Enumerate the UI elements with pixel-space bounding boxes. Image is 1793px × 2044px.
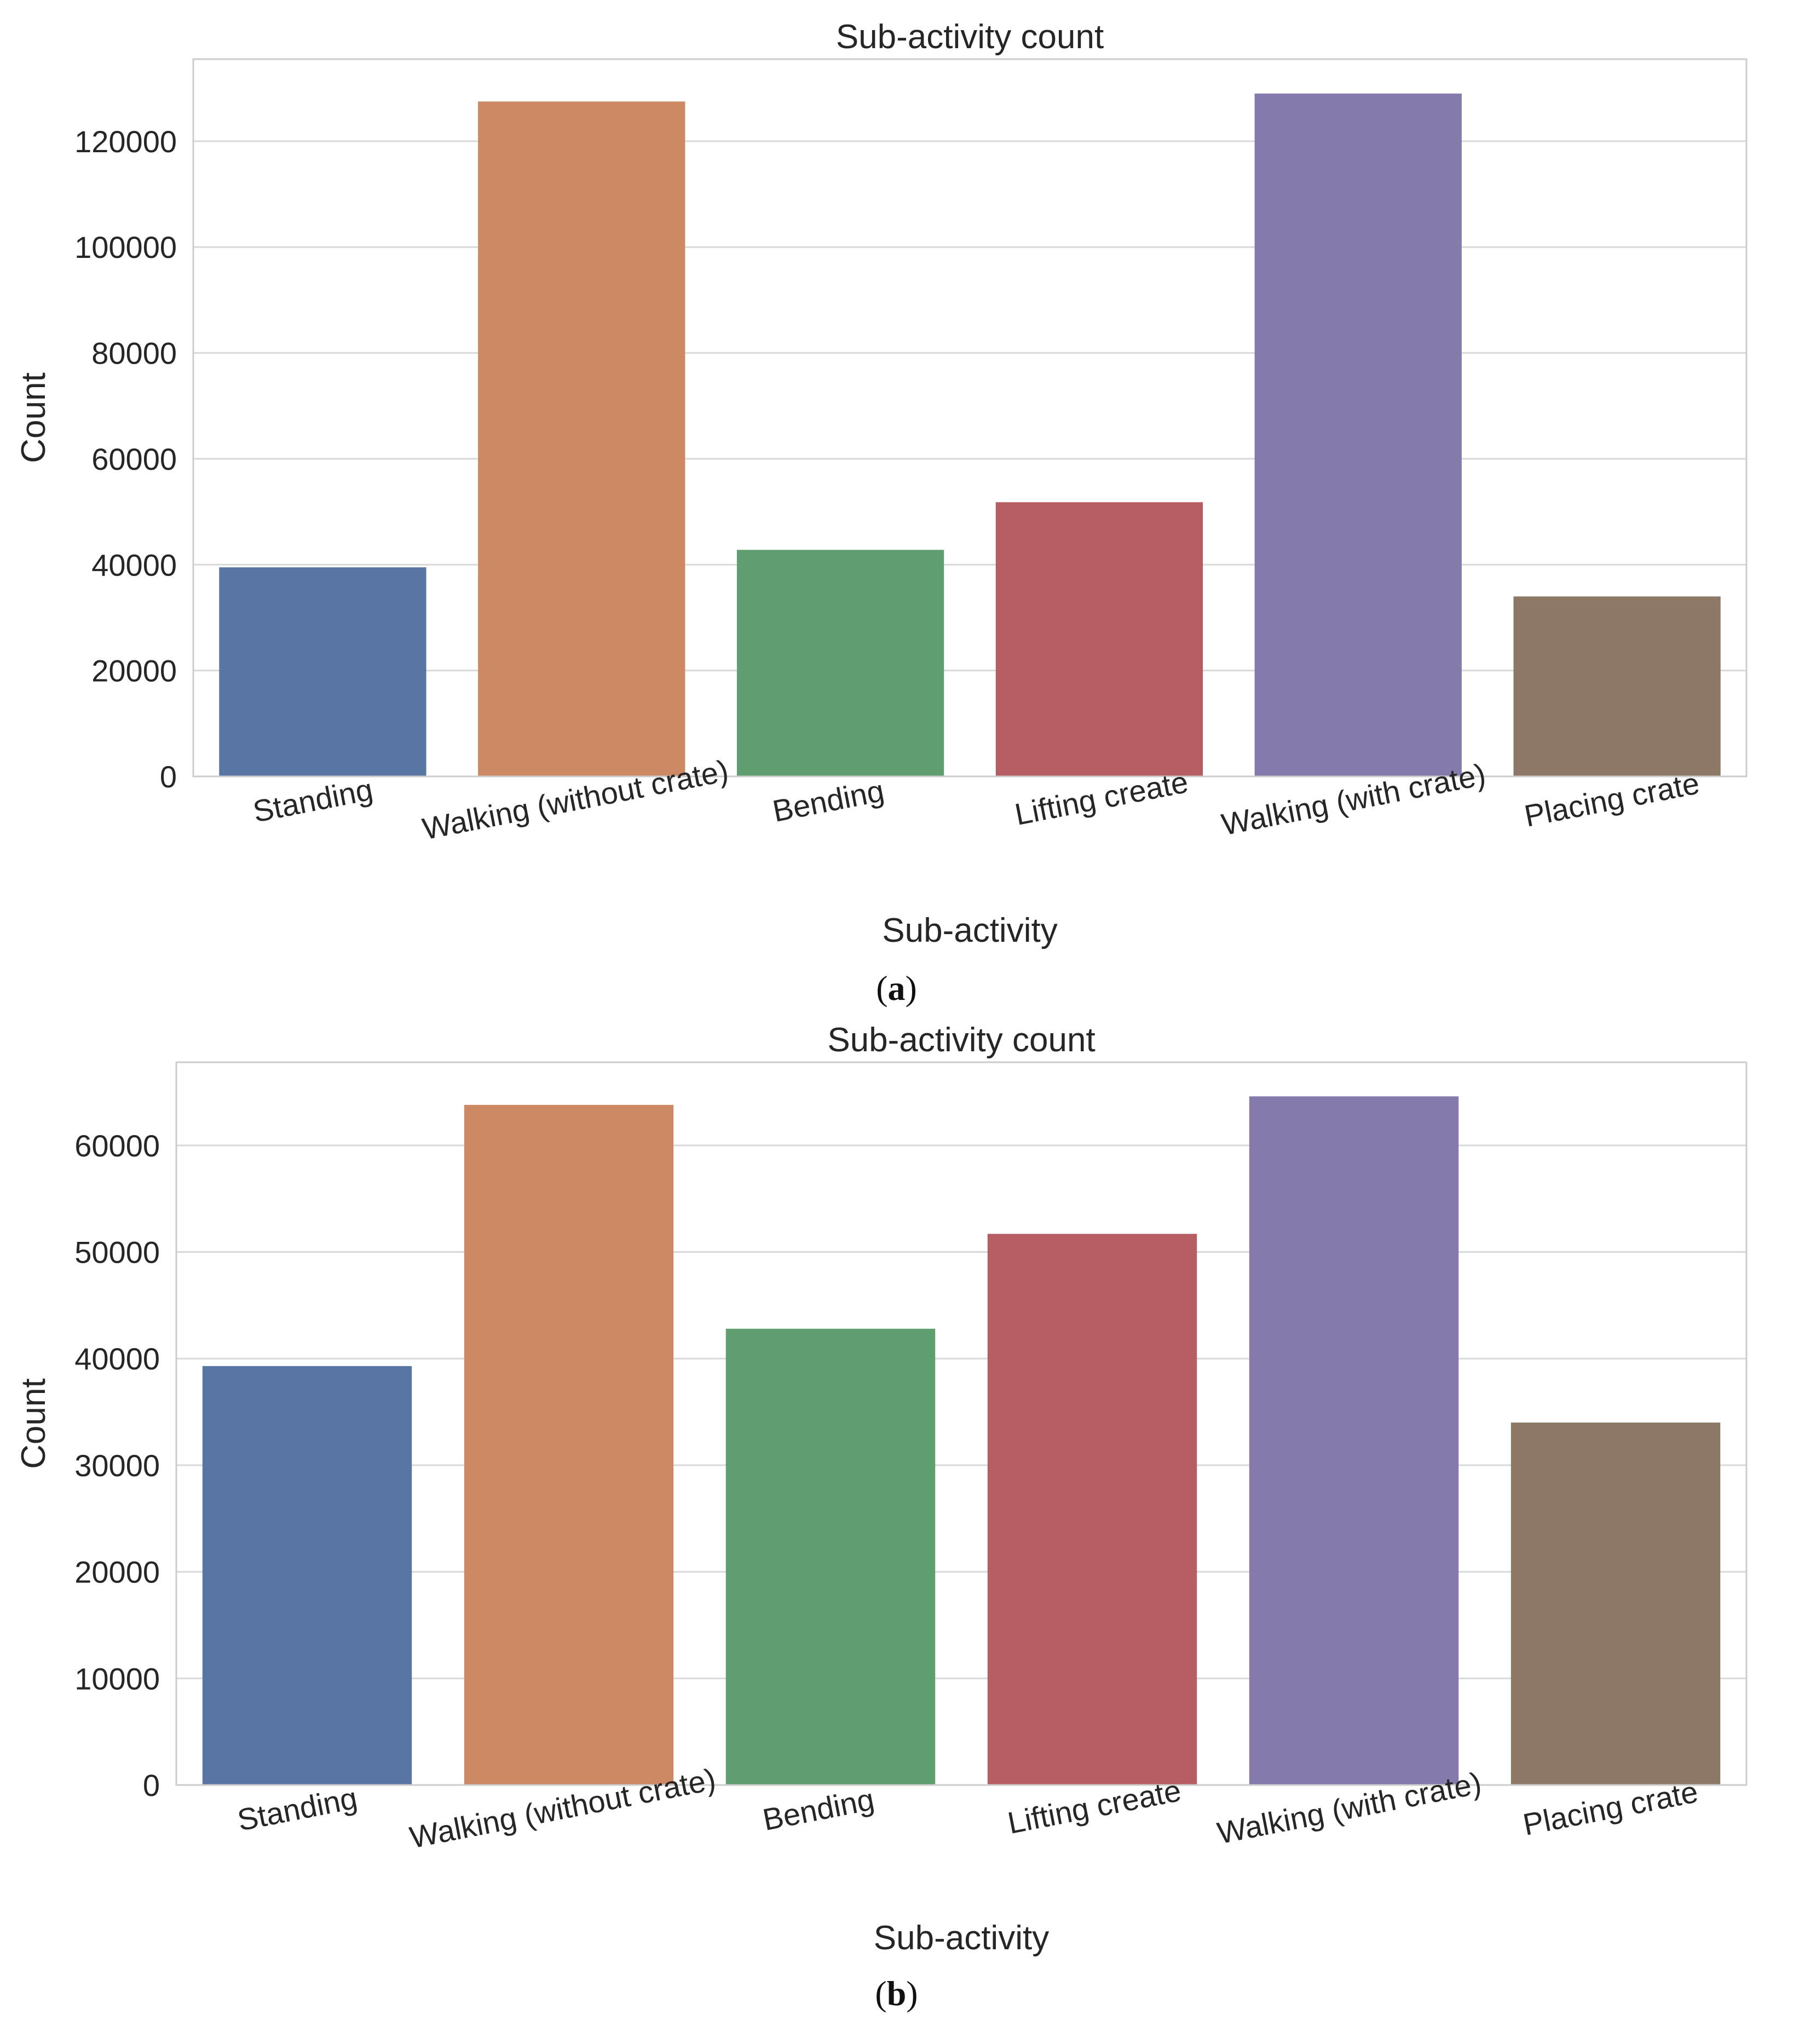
y-tick-label: 20000 — [74, 1555, 160, 1590]
bar — [1513, 596, 1721, 776]
bar — [202, 1366, 412, 1785]
y-tick-label: 50000 — [74, 1235, 160, 1270]
y-axis-label: Count — [15, 372, 53, 463]
y-tick-label: 0 — [160, 759, 177, 794]
y-tick-label: 100000 — [74, 230, 177, 264]
bar — [725, 1328, 936, 1785]
bar — [995, 502, 1203, 776]
chart-title: Sub-activity count — [836, 18, 1104, 56]
bar — [1510, 1423, 1721, 1785]
plot-area — [176, 1062, 1746, 1785]
y-tick-label: 10000 — [74, 1661, 160, 1696]
y-tick-label: 80000 — [91, 336, 177, 371]
y-tick-label: 20000 — [91, 654, 177, 688]
plot-frame — [175, 1061, 1748, 1786]
chart-title: Sub-activity count — [827, 1021, 1095, 1059]
x-axis-label: Sub-activity — [882, 912, 1057, 949]
plot-frame — [192, 58, 1748, 778]
plot-area — [193, 59, 1746, 776]
panel-label-a-letter: a — [887, 969, 906, 1007]
bar — [219, 567, 426, 776]
bar — [987, 1234, 1197, 1785]
x-tick-label: Bending — [770, 773, 887, 828]
y-tick-label: 120000 — [74, 124, 177, 159]
bar — [1249, 1096, 1459, 1785]
figure-b: 0 10000 20000 30000 40000 50000 60000 Standing W… — [0, 1002, 1793, 2012]
x-tick-label: Bending — [760, 1782, 877, 1837]
x-axis-label: Sub-activity — [874, 1919, 1049, 1957]
y-tick-label: 40000 — [91, 548, 177, 582]
y-axis-label: Count — [15, 1378, 53, 1469]
panel-label-a: (a) — [876, 969, 917, 1007]
bar — [464, 1104, 674, 1785]
x-tick-label: Standing — [234, 1781, 360, 1838]
y-tick-label: 40000 — [74, 1341, 160, 1376]
y-tick-label: 0 — [143, 1768, 160, 1803]
panel-label-b-letter: b — [886, 1974, 907, 2013]
bar — [478, 101, 685, 777]
bar — [736, 550, 944, 776]
panel-label-b: (b) — [875, 1974, 918, 2013]
y-tick-label: 60000 — [74, 1128, 160, 1163]
y-tick-label: 30000 — [74, 1448, 160, 1483]
y-tick-label: 60000 — [91, 442, 177, 476]
bar — [1254, 93, 1462, 777]
x-tick-label: Standing — [250, 772, 376, 829]
bar-chart-a: 0 20000 40000 60000 80000 100000 120000 Standin… — [15, 18, 1748, 949]
figure-a: 0 20000 40000 60000 80000 100000 120000 Standin… — [0, 0, 1793, 980]
